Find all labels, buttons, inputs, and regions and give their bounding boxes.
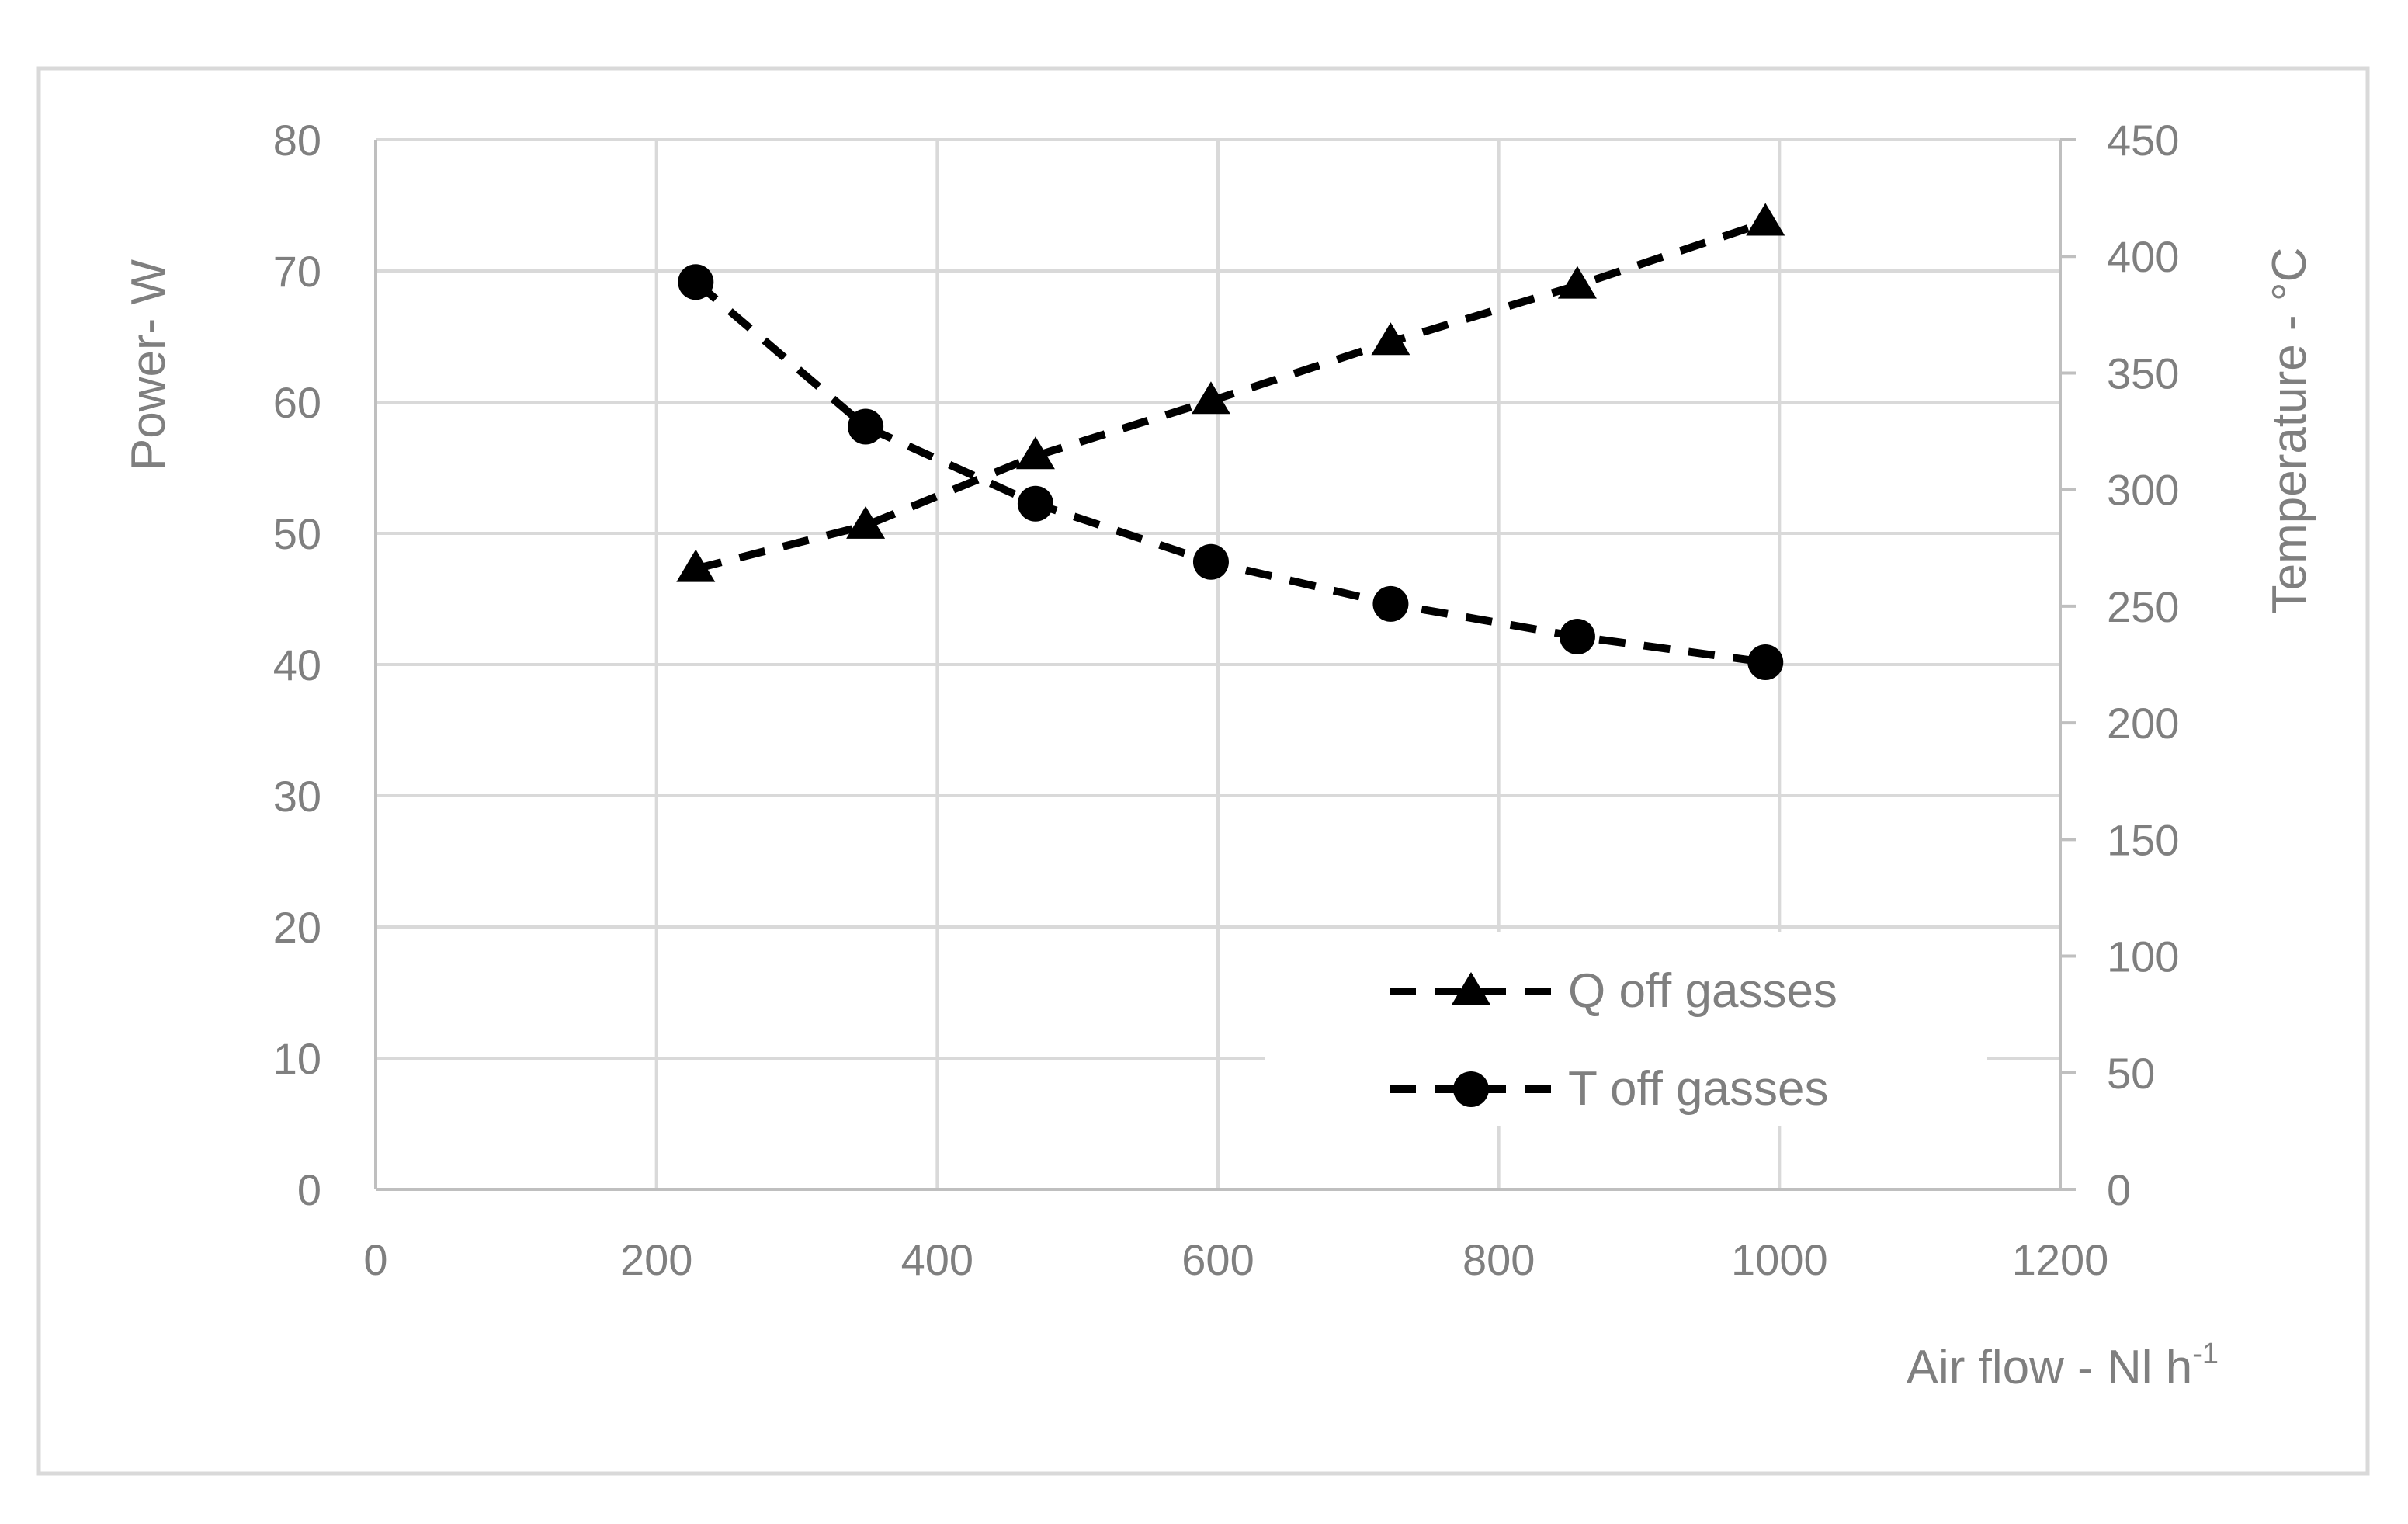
y-left-tick-label: 70 bbox=[273, 247, 321, 296]
series-layer bbox=[676, 203, 1785, 680]
chart-border bbox=[36, 66, 2370, 1476]
x-tick-label: 800 bbox=[1462, 1235, 1535, 1284]
data-point-t-off-gasses bbox=[1192, 543, 1229, 580]
x-axis-title: Air flow - Nl h-1 bbox=[1907, 1338, 2219, 1394]
y-left-tick-label: 80 bbox=[273, 116, 321, 165]
data-point-q-off-gasses bbox=[1557, 266, 1597, 299]
legend-label-q-off-gasses: Q off gasses bbox=[1568, 964, 1837, 1018]
data-point-t-off-gasses bbox=[1017, 485, 1053, 522]
legend: Q off gasses T off gasses bbox=[1265, 932, 1987, 1126]
data-point-q-off-gasses bbox=[1746, 203, 1785, 236]
y-right-axis-title: Temperature - °C bbox=[2263, 248, 2316, 615]
y-right-tick-label: 50 bbox=[2107, 1049, 2155, 1098]
x-tick-label: 1000 bbox=[1731, 1235, 1828, 1284]
y-right-tick-label: 300 bbox=[2107, 466, 2179, 515]
y-left-tick-label: 50 bbox=[273, 509, 321, 558]
data-point-q-off-gasses bbox=[1015, 436, 1055, 470]
x-tick-label: 600 bbox=[1181, 1235, 1254, 1284]
y-left-tick-label: 0 bbox=[297, 1165, 321, 1214]
tick-labels: 0 200 400 600 800 1000 12000102030405060708005… bbox=[273, 116, 2180, 1284]
y-right-tick-label: 350 bbox=[2107, 349, 2179, 397]
data-point-t-off-gasses bbox=[1559, 618, 1595, 654]
axes-layer bbox=[374, 138, 2076, 1191]
legend-marker-triangle bbox=[1452, 972, 1490, 1005]
legend-background bbox=[1265, 932, 1987, 1126]
data-point-q-off-gasses bbox=[676, 549, 716, 582]
data-point-q-off-gasses bbox=[1191, 381, 1230, 415]
legend-marker-circle bbox=[1453, 1071, 1489, 1107]
data-point-t-off-gasses bbox=[1747, 644, 1784, 680]
x-axis-title-superscript: -1 bbox=[2192, 1338, 2219, 1370]
x-tick-label: 200 bbox=[620, 1235, 692, 1284]
y-left-tick-label: 60 bbox=[273, 378, 321, 427]
y-left-tick-label: 10 bbox=[273, 1034, 321, 1083]
y-right-tick-label: 200 bbox=[2107, 699, 2179, 748]
x-tick-label: 0 bbox=[363, 1235, 387, 1284]
x-tick-label: 1200 bbox=[2012, 1235, 2109, 1284]
legend-label-t-off-gasses: T off gasses bbox=[1568, 1062, 1828, 1116]
y-left-tick-label: 20 bbox=[273, 903, 321, 952]
data-point-q-off-gasses bbox=[846, 505, 886, 539]
data-point-t-off-gasses bbox=[1372, 585, 1409, 622]
y-left-tick-label: 40 bbox=[273, 640, 321, 689]
x-axis-title-main: Air flow - Nl h bbox=[1907, 1341, 2193, 1394]
y-left-axis-title: Power- W bbox=[122, 259, 175, 470]
x-tick-label: 400 bbox=[901, 1235, 973, 1284]
data-point-t-off-gasses bbox=[678, 264, 714, 300]
data-point-t-off-gasses bbox=[848, 408, 884, 445]
y-right-tick-label: 250 bbox=[2107, 582, 2179, 631]
y-left-tick-label: 30 bbox=[273, 772, 321, 821]
y-right-tick-label: 450 bbox=[2107, 116, 2179, 165]
y-right-tick-label: 100 bbox=[2107, 932, 2179, 981]
y-right-tick-label: 400 bbox=[2107, 232, 2179, 281]
y-right-tick-label: 0 bbox=[2107, 1165, 2131, 1214]
y-right-tick-label: 150 bbox=[2107, 815, 2179, 864]
data-point-q-off-gasses bbox=[1371, 322, 1410, 356]
